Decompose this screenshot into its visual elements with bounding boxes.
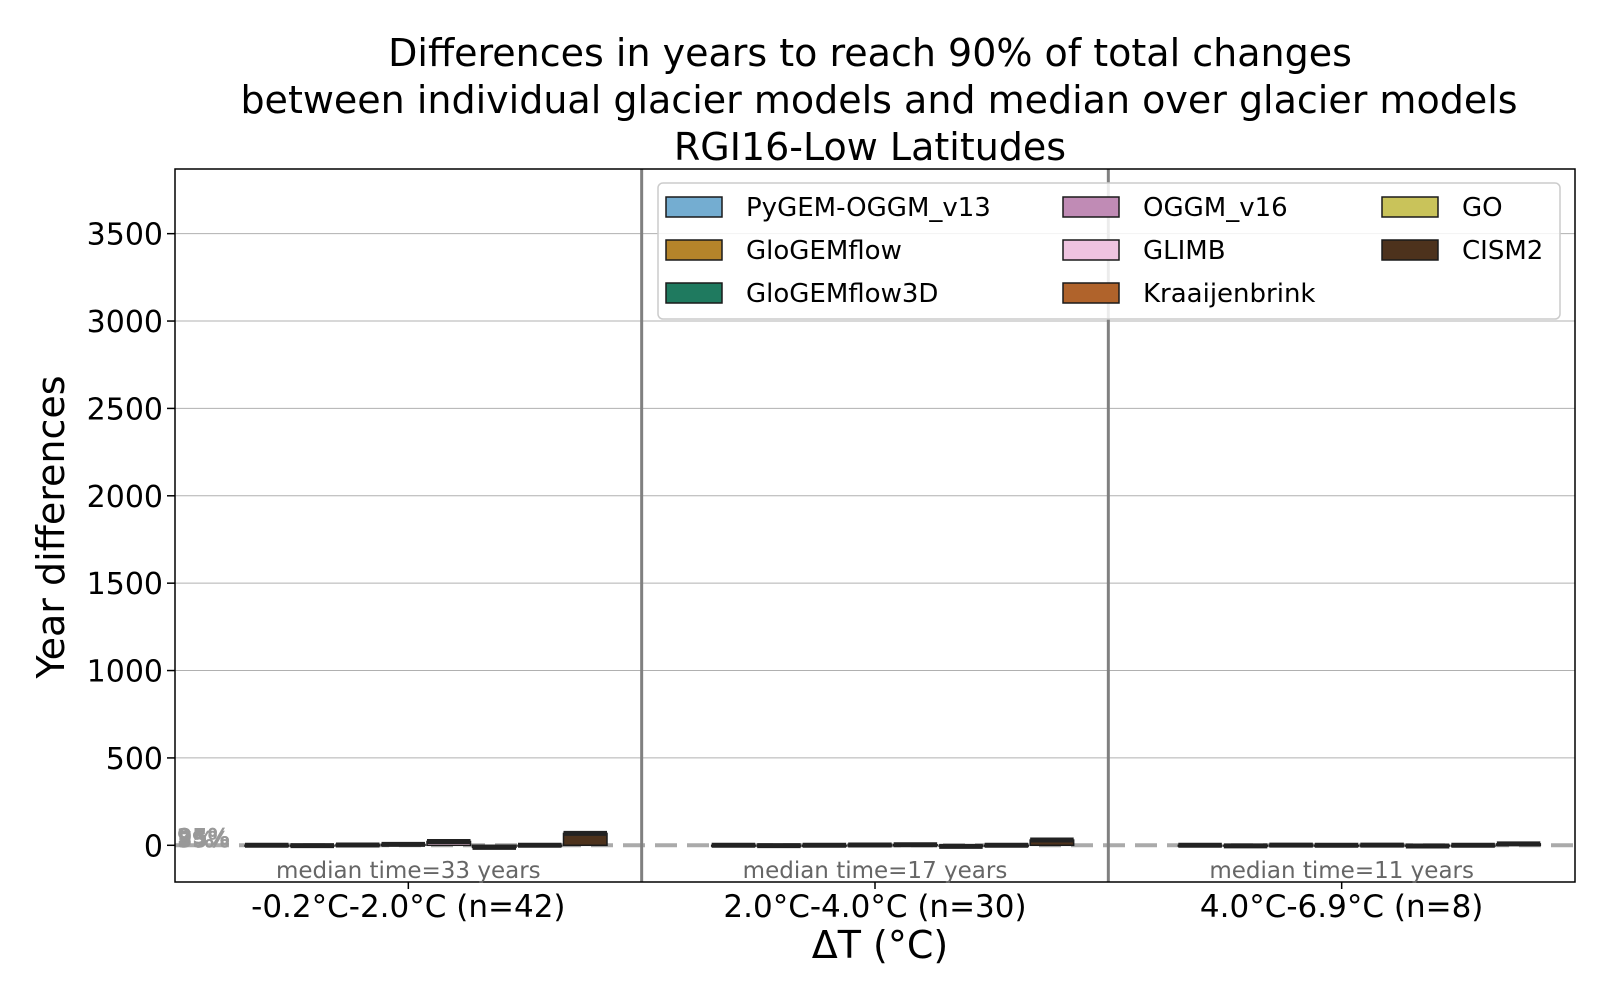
median-time-note: median time=33 years xyxy=(276,858,541,884)
chart-title: Differences in years to reach 90% of tot… xyxy=(240,31,1517,169)
percentile-labels: 5%25%75%95% xyxy=(177,825,230,853)
percentile-label: 5% xyxy=(177,828,214,853)
y-tick-label: 1000 xyxy=(87,655,163,690)
legend-label: GLIMB xyxy=(1143,236,1226,266)
legend-label: GloGEMflow3D xyxy=(746,279,938,309)
x-axis-label: ΔT (°C) xyxy=(812,923,948,967)
legend-swatch xyxy=(665,196,723,218)
legend-swatch xyxy=(1381,239,1439,261)
percentile-label: 95% xyxy=(177,825,230,850)
x-axis-ticks: -0.2°C-2.0°C (n=42) 2.0°C-4.0°C (n=30) 4.0… xyxy=(251,882,1483,925)
legend-label: CISM2 xyxy=(1462,236,1543,266)
x-tick-label: 2.0°C-4.0°C (n=30) xyxy=(723,889,1026,925)
legend-swatch xyxy=(1062,196,1120,218)
legend-label: Kraaijenbrink xyxy=(1143,279,1315,309)
y-tick-label: 3000 xyxy=(87,305,163,340)
percentile-label: 75% xyxy=(177,828,230,853)
legend-swatch xyxy=(1062,282,1120,304)
x-tick-label: 4.0°C-6.9°C (n=8) xyxy=(1200,889,1483,925)
median-notes: median time=33 years median time=17 years… xyxy=(276,858,1474,884)
median-time-note: median time=11 years xyxy=(1209,858,1474,884)
grid-lines xyxy=(175,233,1575,759)
median-time-note: median time=17 years xyxy=(743,858,1008,884)
title-line-1: Differences in years to reach 90% of tot… xyxy=(388,31,1352,75)
legend: PyGEM-OGGM_v13 GloGEMflow GloGEMflow3D OGGM… xyxy=(657,182,1561,320)
legend-label: PyGEM-OGGM_v13 xyxy=(746,193,991,223)
y-tick-label: 500 xyxy=(106,742,163,777)
y-tick-label: 0 xyxy=(144,829,163,864)
y-axis-ticks: 0 500 1000 1500 2000 2500 3000 3500 xyxy=(87,218,175,864)
legend-label: GO xyxy=(1462,193,1503,223)
title-line-2: between individual glacier models and me… xyxy=(240,78,1517,122)
legend-swatch xyxy=(1381,196,1439,218)
y-axis-label: Year differences xyxy=(29,375,73,679)
legend-swatch xyxy=(665,239,723,261)
y-tick-label: 1500 xyxy=(87,567,163,602)
percentile-label: 25% xyxy=(177,825,230,850)
legend-label: GloGEMflow xyxy=(746,236,902,266)
bars xyxy=(244,830,1542,850)
legend-swatch xyxy=(665,282,723,304)
y-tick-label: 2500 xyxy=(87,392,163,427)
x-tick-label: -0.2°C-2.0°C (n=42) xyxy=(251,889,565,925)
legend-swatch xyxy=(1062,239,1120,261)
title-line-3: RGI16-Low Latitudes xyxy=(674,125,1066,169)
y-tick-label: 3500 xyxy=(87,218,163,253)
y-tick-label: 2000 xyxy=(87,480,163,515)
legend-label: OGGM_v16 xyxy=(1143,193,1288,223)
